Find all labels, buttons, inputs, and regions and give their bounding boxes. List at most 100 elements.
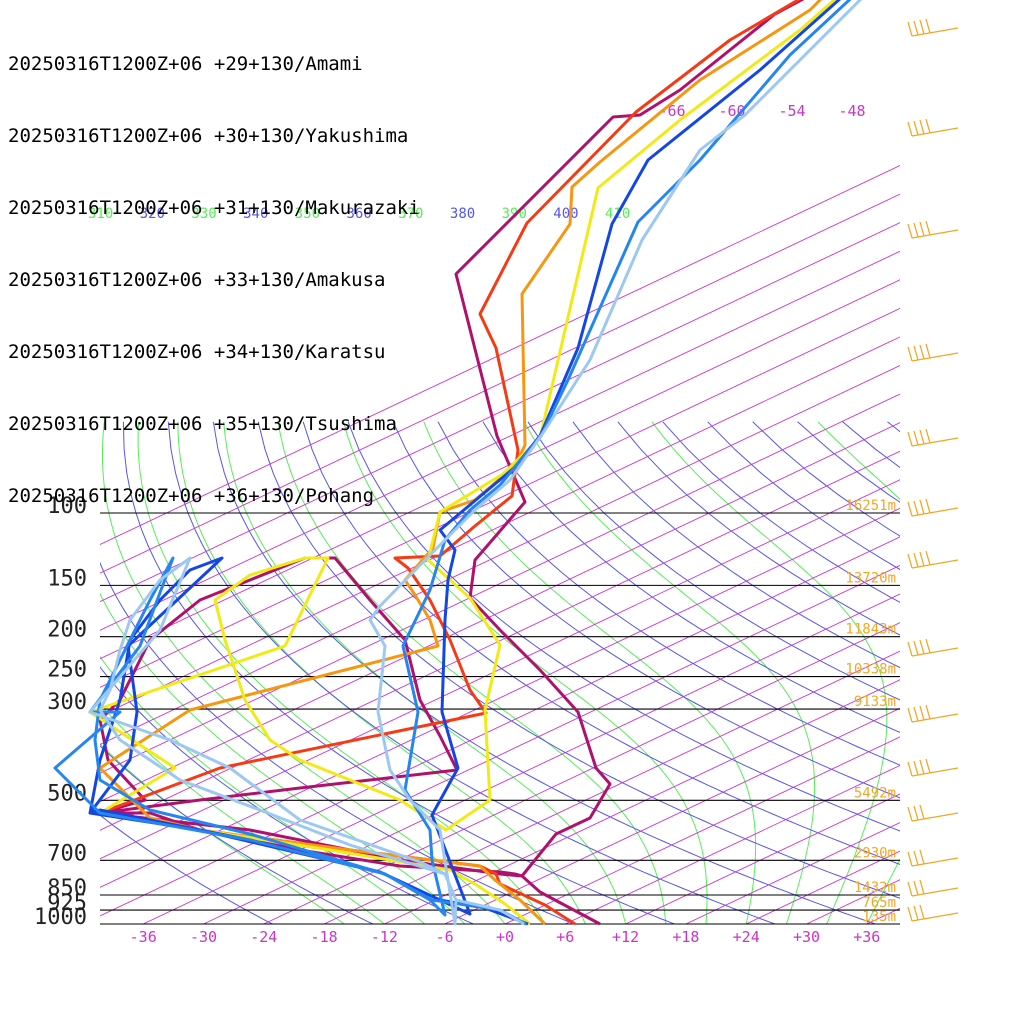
sounding-lines [53, 0, 863, 926]
theta-label: 310 [88, 206, 113, 222]
dry-adiabat-line [797, 421, 900, 503]
theta-label: 370 [398, 206, 423, 222]
moist-adiabat-line [817, 421, 900, 924]
x-tick-label: +12 [612, 928, 639, 946]
wind-barb-staff [911, 127, 959, 137]
wind-barb-feather [913, 805, 919, 821]
isotherm-line [100, 222, 900, 603]
wind-barb-feather [913, 120, 919, 136]
wind-barb-feather [919, 804, 925, 820]
wind-barb-feather [925, 343, 931, 359]
wind-barb [907, 220, 959, 239]
dry-adiabat-line [257, 421, 900, 899]
wind-barb-feather [919, 119, 925, 135]
wind-barb [907, 879, 959, 897]
moist-adiabat-line [102, 421, 506, 924]
wind-barb [907, 18, 959, 37]
x-tick-label: -30 [190, 928, 217, 946]
wind-barb [907, 550, 959, 569]
pressure-label: 850 [47, 876, 87, 901]
isotherm-line [100, 250, 900, 631]
wind-barb-feather [907, 761, 913, 777]
wind-barb-staff [911, 887, 959, 897]
isotherm-line [100, 507, 900, 888]
wind-barb [907, 849, 959, 867]
isotherm-line [927, 0, 1024, 924]
dry-adiabat-line [933, 422, 1024, 924]
moist-adiabat-line [277, 421, 667, 924]
height-label: 13720m [845, 570, 896, 586]
isotherm-line [100, 165, 900, 546]
height-label: 5492m [854, 785, 896, 801]
wind-barb-feather [919, 705, 925, 721]
pressure-label: 200 [47, 618, 87, 643]
wind-barb-feather [925, 550, 931, 566]
dry-adiabat-line [100, 561, 574, 924]
isotherm-line [203, 593, 900, 924]
dry-adiabat-line [212, 421, 876, 924]
wind-barb-feather [907, 223, 913, 239]
wind-barb-staff [911, 912, 959, 922]
dry-adiabat-line [977, 422, 1024, 924]
wind-barb-feather [913, 706, 919, 722]
dry-adiabat-line [100, 745, 374, 924]
wind-barb [907, 638, 959, 657]
x-tick-label: +24 [733, 928, 760, 946]
wind-barb-feather [925, 428, 931, 444]
isotherm-line [504, 736, 900, 924]
isotherm-line [100, 193, 900, 574]
wind-barb-feather [913, 640, 919, 656]
legend-entry: 20250316T1200Z+06 +30+130/Yakushima [8, 125, 409, 147]
sounding-line [53, 0, 852, 926]
wind-barb-feather [913, 430, 919, 446]
height-label: 16251m [845, 498, 896, 514]
x-tick-label: +0 [496, 928, 514, 946]
wind-barb-feather [925, 758, 931, 774]
dry-adiabat-line [482, 421, 900, 734]
sounding-line [88, 0, 863, 926]
x-tick-label: +6 [556, 928, 574, 946]
dry-adiabat-line [617, 421, 900, 636]
dry-adiabat-line [347, 421, 900, 832]
wind-barb-feather [919, 849, 925, 865]
x-tick-labels: -36 -30 -24 -18 -12 -6 +0 +6 +12 +18 +24 +30 +36 [130, 928, 881, 946]
wind-barb-feather [907, 121, 913, 137]
wind-barb-staff [911, 352, 959, 362]
pressure-label: 100 [47, 494, 87, 519]
wind-barb-feather [907, 553, 913, 569]
legend-entry: 20250316T1200Z+06 +34+130/Karatsu [8, 341, 386, 363]
height-label: 1432m [854, 880, 896, 896]
wind-barb-feather [907, 906, 913, 922]
isotherm-line [143, 564, 900, 924]
wind-barb-feather [925, 18, 931, 34]
dry-adiabat-line [572, 421, 900, 669]
wind-barb-staff [911, 27, 959, 37]
pressure-label: 925 [47, 891, 87, 916]
wind-barb-feather [925, 638, 931, 654]
theta-label: 360 [347, 206, 372, 222]
wind-barb-feather [919, 551, 925, 567]
wind-barb-staff [911, 713, 959, 723]
wind-barb [907, 704, 959, 723]
dry-adiabat-line [100, 814, 273, 924]
moist-adiabat-line [651, 421, 888, 924]
moist-adiabat-line [100, 703, 385, 924]
legend-entry: 20250316T1200Z+06 +29+130/Amami [8, 53, 363, 75]
isotherm-line [100, 536, 900, 917]
dry-adiabat-line [887, 421, 900, 433]
legend-entry: 20250316T1200Z+06 +35+130/Tsushima [8, 413, 397, 435]
wind-barb-feather [913, 222, 919, 238]
wind-barb-feather [907, 501, 913, 517]
x-tick-label: +36 [853, 928, 880, 946]
theta-label: 350 [295, 206, 320, 222]
moist-adiabat-line [100, 655, 425, 924]
wind-barb-feather [919, 879, 925, 895]
theta-label: 380 [450, 206, 475, 222]
wind-barb-staff [911, 812, 959, 822]
height-labels: 16251m 13720m 11843m 10338m 9133m 5492m 2930m 1… [845, 498, 896, 925]
wind-barb-feather [907, 806, 913, 822]
dry-adiabat-line [437, 421, 900, 766]
wind-barb-feather [913, 905, 919, 921]
